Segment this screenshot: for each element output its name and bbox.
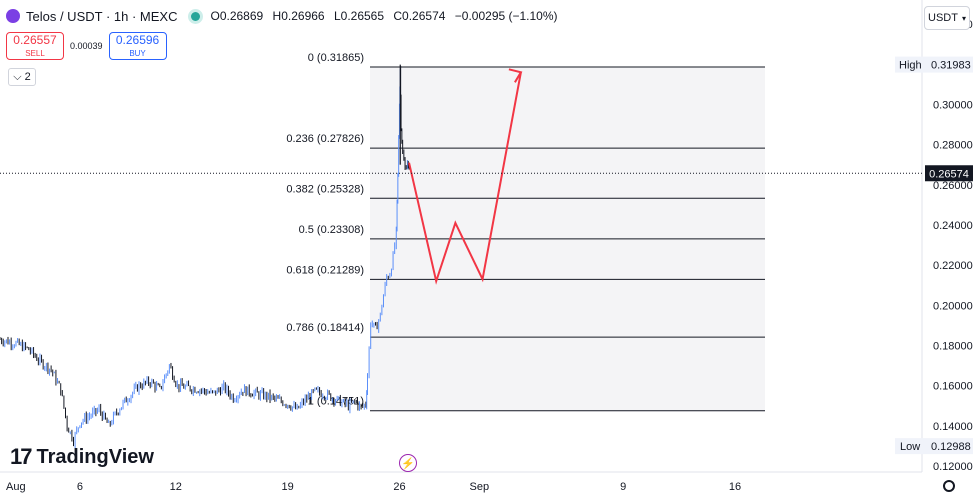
ohlc-values: O0.26869 H0.26966 L0.26565 C0.26574 −0.0… bbox=[210, 9, 557, 23]
forecast-path-line[interactable] bbox=[408, 72, 522, 285]
sell-button[interactable]: 0.26557 SELL bbox=[6, 32, 64, 60]
forecast-arrowhead bbox=[508, 68, 523, 83]
indicators-toggle[interactable]: ⌵ 2 bbox=[8, 68, 36, 86]
chevron-down-icon: ▾ bbox=[961, 13, 966, 23]
low-marker-value: 0.12988 bbox=[931, 441, 971, 453]
fib-level-label: 0.5 (0.23308) bbox=[299, 224, 364, 236]
buy-button[interactable]: 0.26596 BUY bbox=[108, 32, 167, 60]
tradingview-logo-icon: 17 bbox=[10, 444, 33, 469]
y-tick-label: 0.24000 bbox=[933, 220, 973, 232]
x-tick-label: 16 bbox=[729, 481, 741, 493]
event-lightning-icon[interactable]: ⚡ bbox=[399, 454, 417, 472]
market-open-icon bbox=[191, 11, 201, 21]
trade-panel: 0.26557 SELL 0.00039 0.26596 BUY bbox=[6, 32, 167, 60]
y-tick-label: 0.22000 bbox=[933, 260, 973, 272]
low-marker-tag-label: Low bbox=[900, 441, 920, 453]
y-tick-label: 0.28000 bbox=[933, 140, 973, 152]
sell-label: SELL bbox=[25, 49, 45, 58]
fib-level-label: 0.236 (0.27826) bbox=[286, 133, 364, 145]
spread-value: 0.00039 bbox=[70, 41, 103, 51]
high-value: 0.26966 bbox=[281, 9, 325, 23]
currency-label: USDT bbox=[928, 12, 958, 24]
tradingview-watermark[interactable]: 17 TradingView bbox=[10, 444, 154, 470]
fib-level-label: 0.382 (0.25328) bbox=[286, 183, 364, 195]
currency-select[interactable]: USDT ▾ bbox=[924, 6, 970, 30]
gear-icon[interactable] bbox=[943, 480, 955, 492]
buy-label: BUY bbox=[129, 49, 146, 58]
high-marker-tag-label: High bbox=[899, 60, 922, 72]
x-tick-label: 12 bbox=[170, 481, 182, 493]
y-tick-label: 0.16000 bbox=[933, 381, 973, 393]
buy-price: 0.26596 bbox=[115, 33, 160, 47]
high-marker-value: 0.31983 bbox=[931, 60, 971, 72]
fib-level-label: 0.786 (0.18414) bbox=[286, 322, 364, 334]
current-price-label: 0.26574 bbox=[929, 168, 969, 180]
x-tick-label: Sep bbox=[470, 481, 490, 493]
x-tick-label: 6 bbox=[77, 481, 83, 493]
low-label: L bbox=[333, 9, 341, 23]
y-tick-label: 0.18000 bbox=[933, 340, 973, 352]
x-tick-label: 19 bbox=[281, 481, 293, 493]
y-tick-label: 0.12000 bbox=[933, 461, 973, 473]
telos-logo-icon bbox=[6, 9, 20, 23]
y-tick-label: 0.30000 bbox=[933, 99, 973, 111]
chevron-down-icon: ⌵ bbox=[13, 70, 22, 83]
current-price-tag bbox=[925, 165, 973, 182]
y-tick-label: 0.14000 bbox=[933, 421, 973, 433]
change-value: −0.00295 (−1.10%) bbox=[454, 9, 558, 23]
high-marker-tag bbox=[895, 56, 973, 73]
close-value: 0.26574 bbox=[402, 9, 446, 23]
fib-level-label: 0 (0.31865) bbox=[308, 52, 364, 64]
symbol-title[interactable]: Telos / USDT · 1h · MEXC bbox=[26, 8, 178, 24]
y-tick-label: 0.26000 bbox=[933, 180, 973, 192]
y-tick-label: 0.20000 bbox=[933, 300, 973, 312]
sell-price: 0.26557 bbox=[13, 33, 57, 47]
x-tick-label: Aug bbox=[6, 481, 26, 493]
open-label: O bbox=[210, 9, 220, 23]
chart-header: Telos / USDT · 1h · MEXC O0.26869 H0.269… bbox=[6, 5, 558, 27]
high-label: H bbox=[272, 9, 282, 23]
low-marker-tag bbox=[895, 438, 973, 455]
watermark-text: TradingView bbox=[36, 445, 154, 468]
indicators-count: 2 bbox=[24, 71, 31, 83]
close-label: C bbox=[393, 9, 403, 23]
fib-level-label: 0.618 (0.21289) bbox=[286, 264, 364, 276]
x-tick-label: 26 bbox=[393, 481, 405, 493]
low-value: 0.26565 bbox=[340, 9, 385, 23]
open-value: 0.26869 bbox=[219, 9, 264, 23]
x-tick-label: 9 bbox=[620, 481, 626, 493]
